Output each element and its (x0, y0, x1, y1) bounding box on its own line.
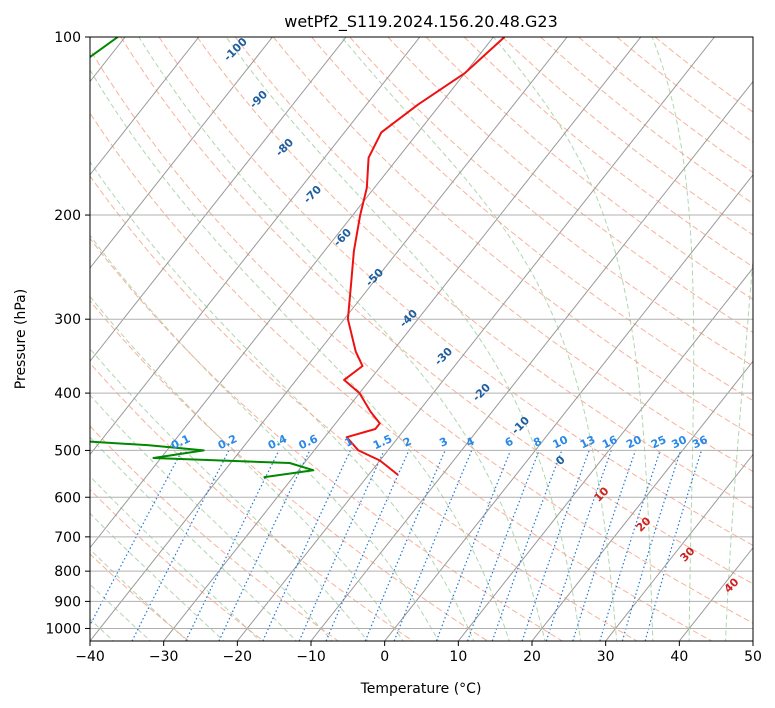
x-tick-label: 50 (744, 649, 762, 665)
x-tick-label: −20 (223, 649, 253, 665)
x-tick-label: −10 (296, 649, 326, 665)
dry-adiabat (90, 175, 638, 641)
isotherm (90, 37, 494, 549)
y-tick-label: 700 (54, 530, 81, 546)
dry-adiabat (90, 488, 264, 641)
y-tick-label: 900 (54, 594, 81, 610)
dry-adiabat (90, 112, 712, 641)
mixing-ratio-line (644, 450, 703, 641)
moist-adiabat (90, 161, 475, 641)
x-axis-ticks: −40 −30 −20 −10 0 10 20 30 40 50 (75, 641, 762, 665)
dry-adiabat (90, 300, 488, 641)
mixing-ratio-label: 30 (670, 433, 690, 451)
x-tick-label: −40 (75, 649, 105, 665)
dry-adiabat (90, 362, 414, 641)
mixing-ratio-label: 13 (578, 433, 597, 451)
temperature-profile (343, 37, 506, 476)
x-tick-label: 30 (597, 649, 615, 665)
mixing-ratio-line (599, 450, 661, 641)
isotherms (90, 37, 753, 641)
mixing-ratio-line (298, 450, 385, 641)
sounding-profiles (90, 37, 506, 479)
isotherm (605, 453, 753, 641)
mixing-ratio-line (621, 450, 682, 641)
mixing-ratio-label: 36 (690, 433, 710, 451)
isotherm (90, 37, 568, 641)
mixing-ratio-line (545, 450, 612, 641)
mixing-ratio-lines (90, 450, 703, 641)
x-axis-label: Temperature (°C) (360, 681, 482, 697)
y-axis-ticks: 100 200 300 400 500 600 700 800 900 1000 (45, 30, 90, 637)
mixing-ratio-line (364, 450, 446, 641)
y-tick-label: 300 (54, 312, 81, 328)
mixing-ratio-line (435, 450, 512, 641)
y-tick-label: 200 (54, 208, 81, 224)
chart-title: wetPf2_S119.2024.156.20.48.G23 (284, 12, 558, 32)
dry-adiabat (90, 48, 753, 624)
mixing-ratio-line (572, 450, 637, 641)
dry-adiabats (90, 37, 753, 641)
isotherm (90, 37, 200, 176)
dry-adiabat (349, 37, 753, 367)
dry-adiabat (158, 37, 753, 547)
y-tick-label: 1000 (45, 621, 81, 637)
x-tick-label: 40 (670, 649, 688, 665)
x-tick-label: 20 (523, 649, 541, 665)
pressure-gridlines (90, 37, 753, 629)
dry-adiabat (196, 37, 753, 509)
isotherm (531, 360, 753, 641)
y-axis-label: Pressure (hPa) (13, 289, 29, 389)
isotherm (163, 37, 642, 641)
x-tick-label: 0 (380, 649, 389, 665)
mixing-ratio-label: 20 (624, 433, 644, 451)
isotherm (90, 37, 273, 269)
mixing-ratio-line (491, 450, 563, 641)
dry-adiabat (425, 37, 753, 301)
x-tick-label: 10 (449, 649, 467, 665)
dry-adiabat (311, 37, 753, 402)
isotherm (90, 37, 347, 363)
mixing-ratio-line (466, 450, 540, 641)
isotherm (310, 80, 753, 641)
dry-adiabat (90, 425, 339, 641)
y-tick-label: 600 (54, 490, 81, 506)
plot-area: 0.1 0.2 0.4 0.6 1 1.5 2 3 4 6 8 10 13 16 20 25 30 36-100-… (90, 37, 753, 641)
dry-adiabat (616, 37, 753, 143)
mixing-ratio-label: 10 (551, 433, 571, 451)
y-tick-label: 100 (54, 30, 81, 46)
y-tick-label: 500 (54, 443, 81, 459)
mixing-ratio-label: 16 (600, 433, 620, 451)
mixing-ratio-line (90, 450, 183, 627)
dewpoint-profile (90, 37, 315, 479)
dry-adiabat (120, 37, 753, 585)
moist-adiabat (90, 348, 369, 641)
isotherm (236, 37, 715, 641)
mixing-ratio-line (325, 450, 410, 641)
isotherm (90, 37, 421, 456)
mixing-ratio-label: 25 (649, 433, 668, 451)
y-tick-label: 400 (54, 386, 81, 402)
mixing-ratio-line (521, 450, 590, 641)
dry-adiabat (502, 37, 753, 236)
mixing-ratio-line (393, 450, 473, 641)
dry-adiabat (90, 237, 563, 641)
mixing-ratio-line (131, 450, 230, 641)
isotherm (384, 173, 753, 641)
dry-adiabat (540, 37, 753, 205)
plot-frame (89, 36, 754, 642)
y-tick-label: 800 (54, 564, 81, 580)
isotherm (457, 267, 753, 641)
x-tick-label: −30 (149, 649, 179, 665)
